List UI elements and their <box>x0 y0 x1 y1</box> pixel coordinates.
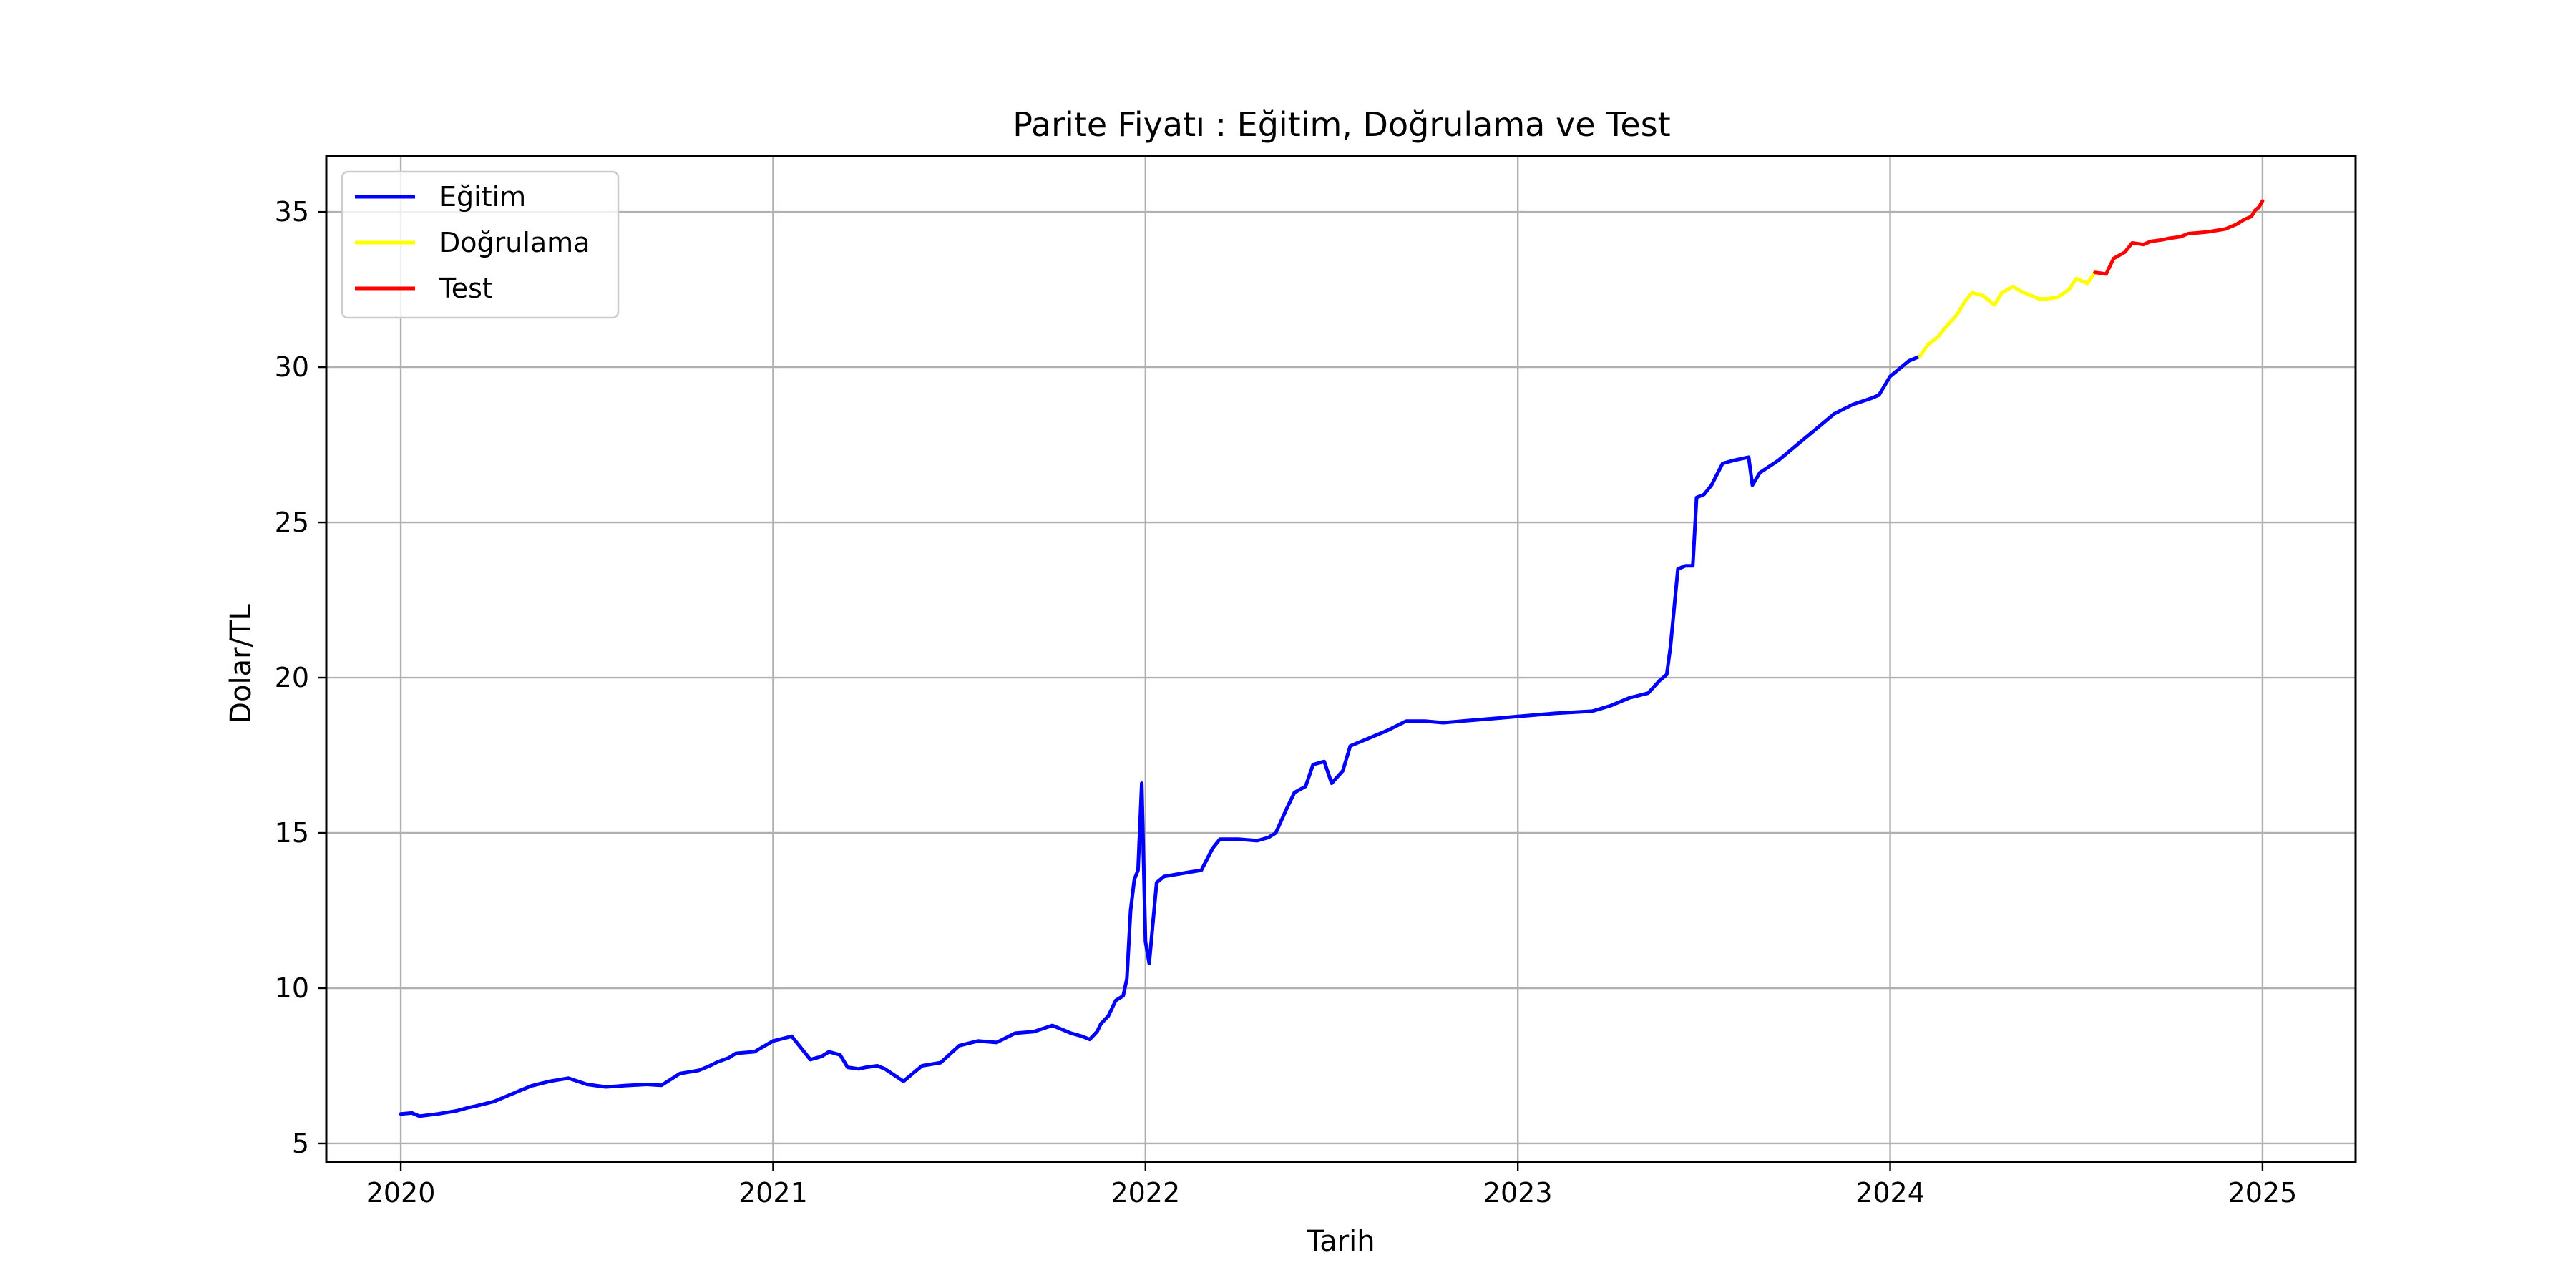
x-tick-label: 2020 <box>366 1177 436 1209</box>
legend-label-3: Test <box>439 273 493 304</box>
legend-box <box>341 170 620 319</box>
y-tick-label: 25 <box>275 507 309 538</box>
chart-title: Parite Fiyatı : Eğitim, Doğrulama ve Tes… <box>1013 105 1670 144</box>
y-tick-label: 5 <box>292 1128 309 1159</box>
x-axis-ticks: 2020 2021 2022 2023 2024 2025 <box>366 1162 2298 1209</box>
y-tick-label: 15 <box>275 817 309 849</box>
x-tick-label: 2023 <box>1483 1177 1553 1209</box>
series-line-1 <box>399 354 1922 1118</box>
x-tick-label: 2024 <box>1855 1177 1925 1209</box>
y-axis-title: Dolar/TL <box>225 604 258 724</box>
legend: Eğitim Doğrulama Test <box>341 170 620 319</box>
x-axis-title: Tarih <box>1306 1225 1375 1258</box>
series-line-2 <box>1918 270 2097 358</box>
plot-frame <box>325 155 2357 1163</box>
y-axis-ticks: 5 10 15 20 25 30 35 <box>275 196 326 1159</box>
legend-label-2: Doğrulama <box>439 227 590 258</box>
series-lines <box>399 199 2265 1118</box>
grid <box>326 156 2356 1162</box>
y-tick-label: 20 <box>275 662 309 693</box>
series-line-3 <box>2093 199 2265 276</box>
y-tick-label: 35 <box>275 196 309 228</box>
x-tick-label: 2022 <box>1111 1177 1180 1209</box>
y-tick-label: 10 <box>275 972 309 1004</box>
y-tick-label: 30 <box>275 351 309 383</box>
legend-label-1: Eğitim <box>439 181 526 213</box>
x-tick-label: 2021 <box>738 1177 808 1209</box>
x-tick-label: 2025 <box>2228 1177 2298 1209</box>
